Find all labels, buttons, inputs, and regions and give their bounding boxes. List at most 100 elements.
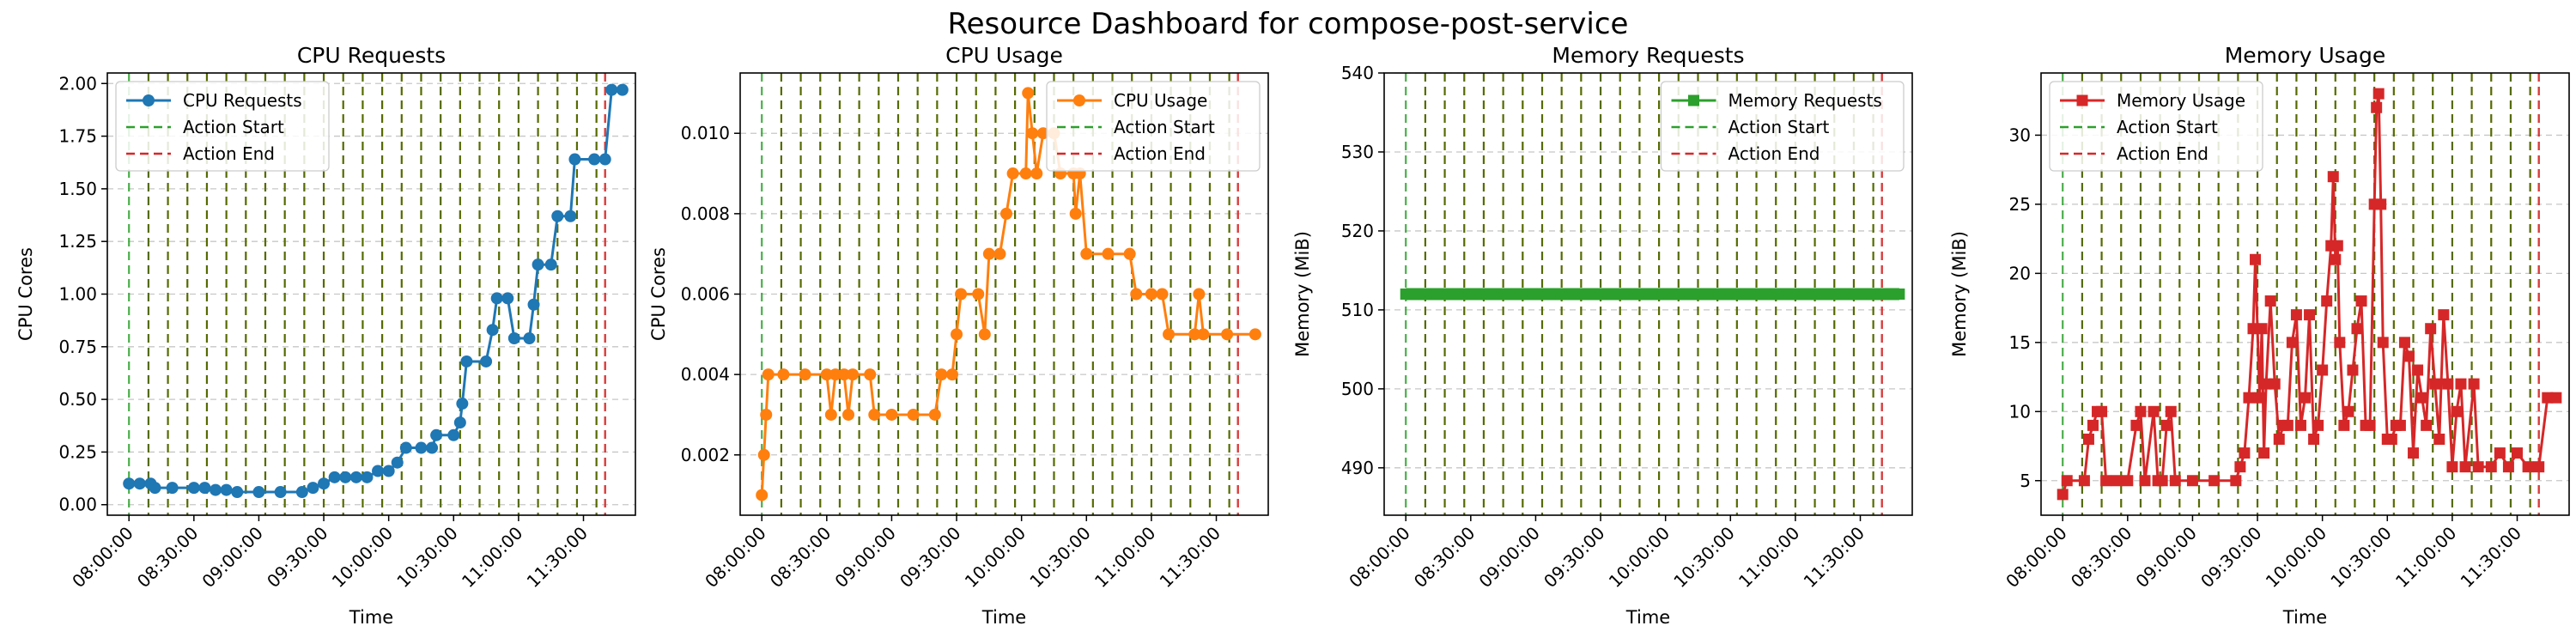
data-point (2186, 475, 2198, 487)
data-point (1156, 288, 1169, 301)
x-axis-label: Time (2282, 607, 2327, 628)
data-point (551, 210, 564, 222)
data-point (1789, 289, 1801, 300)
data-point (1019, 167, 1032, 180)
data-point (2438, 309, 2450, 321)
data-point (328, 471, 341, 483)
data-point (824, 408, 837, 421)
y-tick-label: 0.004 (681, 364, 730, 385)
legend: CPU Usage Action Start Action End (1046, 81, 1261, 172)
legend-box (115, 81, 330, 172)
legend-box (1046, 81, 1261, 172)
data-point (2057, 489, 2069, 501)
y-tick-label: 0.008 (681, 204, 730, 224)
data-point (588, 153, 601, 166)
legend-label: Action Start (1728, 117, 1830, 137)
x-tick-label: 09:00:00 (2131, 523, 2200, 592)
data-point (885, 408, 898, 421)
data-point (820, 368, 833, 381)
data-point (231, 486, 244, 499)
x-tick-label: 08:00:00 (68, 523, 137, 592)
y-tick-label: 25 (2009, 194, 2031, 215)
data-point (486, 324, 499, 337)
data-point (568, 153, 581, 166)
y-tick-label: 1.00 (58, 284, 97, 305)
x-tick-label: 11:00:00 (2391, 523, 2460, 592)
data-point (2082, 433, 2094, 445)
data-point (993, 247, 1006, 260)
x-tick-label: 11:30:00 (1800, 523, 1868, 592)
data-point (598, 153, 611, 166)
y-tick-label: 5 (2020, 471, 2031, 491)
data-point (1000, 207, 1013, 220)
data-point (2208, 475, 2221, 487)
data-point (339, 471, 352, 483)
data-point (391, 456, 404, 469)
legend-label: Action Start (2117, 117, 2218, 137)
data-point (2459, 461, 2471, 473)
x-tick-label: 10:30:00 (1669, 523, 1738, 592)
data-point (2398, 337, 2410, 349)
data-point (1080, 247, 1093, 260)
x-tick-label: 09:30:00 (263, 523, 331, 592)
data-point (2264, 295, 2276, 307)
data-point (2122, 475, 2134, 487)
y-tick-label: 30 (2009, 125, 2031, 145)
data-point (847, 368, 860, 381)
data-point (2385, 433, 2397, 445)
data-point (2468, 378, 2480, 390)
y-axis-label: Memory (MiB) (1292, 231, 1313, 357)
x-tick-label: 08:30:00 (1410, 523, 1479, 592)
data-point (2446, 461, 2458, 473)
data-point (2375, 198, 2387, 210)
x-tick-label: 08:30:00 (766, 523, 835, 592)
y-tick-label: 15 (2009, 332, 2031, 353)
data-point (2342, 405, 2354, 417)
data-point (527, 298, 540, 311)
data-point (1529, 289, 1541, 300)
data-point (2321, 295, 2333, 307)
data-point (2139, 475, 2151, 487)
data-point (955, 288, 968, 301)
data-point (2472, 461, 2484, 473)
legend: CPU Requests Action Start Action End (115, 81, 330, 172)
data-point (1595, 289, 1607, 300)
data-point (2269, 378, 2281, 390)
data-point (210, 483, 222, 496)
data-point (1026, 127, 1039, 140)
data-point (2254, 392, 2266, 404)
x-tick-label: 09:00:00 (1474, 523, 1543, 592)
data-point (2451, 405, 2463, 417)
data-point (2442, 378, 2454, 390)
data-point (978, 328, 991, 341)
data-point (2243, 392, 2255, 404)
data-point (837, 368, 850, 381)
data-point (166, 482, 179, 495)
plot-frame (2040, 72, 2570, 516)
data-point (946, 368, 959, 381)
data-point (252, 486, 265, 499)
x-tick-label: 11:30:00 (523, 523, 592, 592)
y-tick-label: 0.25 (58, 441, 97, 462)
data-point (2421, 419, 2433, 431)
data-point (1130, 288, 1143, 301)
data-point (1163, 328, 1176, 341)
legend-box (1660, 81, 1905, 172)
data-point (307, 482, 319, 495)
data-point (2364, 419, 2376, 431)
data-point (2542, 392, 2554, 404)
data-point (757, 448, 770, 461)
data-point (2312, 419, 2324, 431)
data-point (2239, 447, 2251, 459)
data-point (2355, 295, 2367, 307)
legend-label: Action Start (183, 117, 284, 137)
data-point (2260, 378, 2272, 390)
x-tick-label: 11:00:00 (1735, 523, 1803, 592)
data-point (2234, 461, 2246, 473)
y-tick-label: 490 (1341, 458, 1374, 478)
data-point (149, 482, 161, 495)
data-point (2416, 392, 2428, 404)
y-tick-label: 0.006 (681, 284, 730, 305)
